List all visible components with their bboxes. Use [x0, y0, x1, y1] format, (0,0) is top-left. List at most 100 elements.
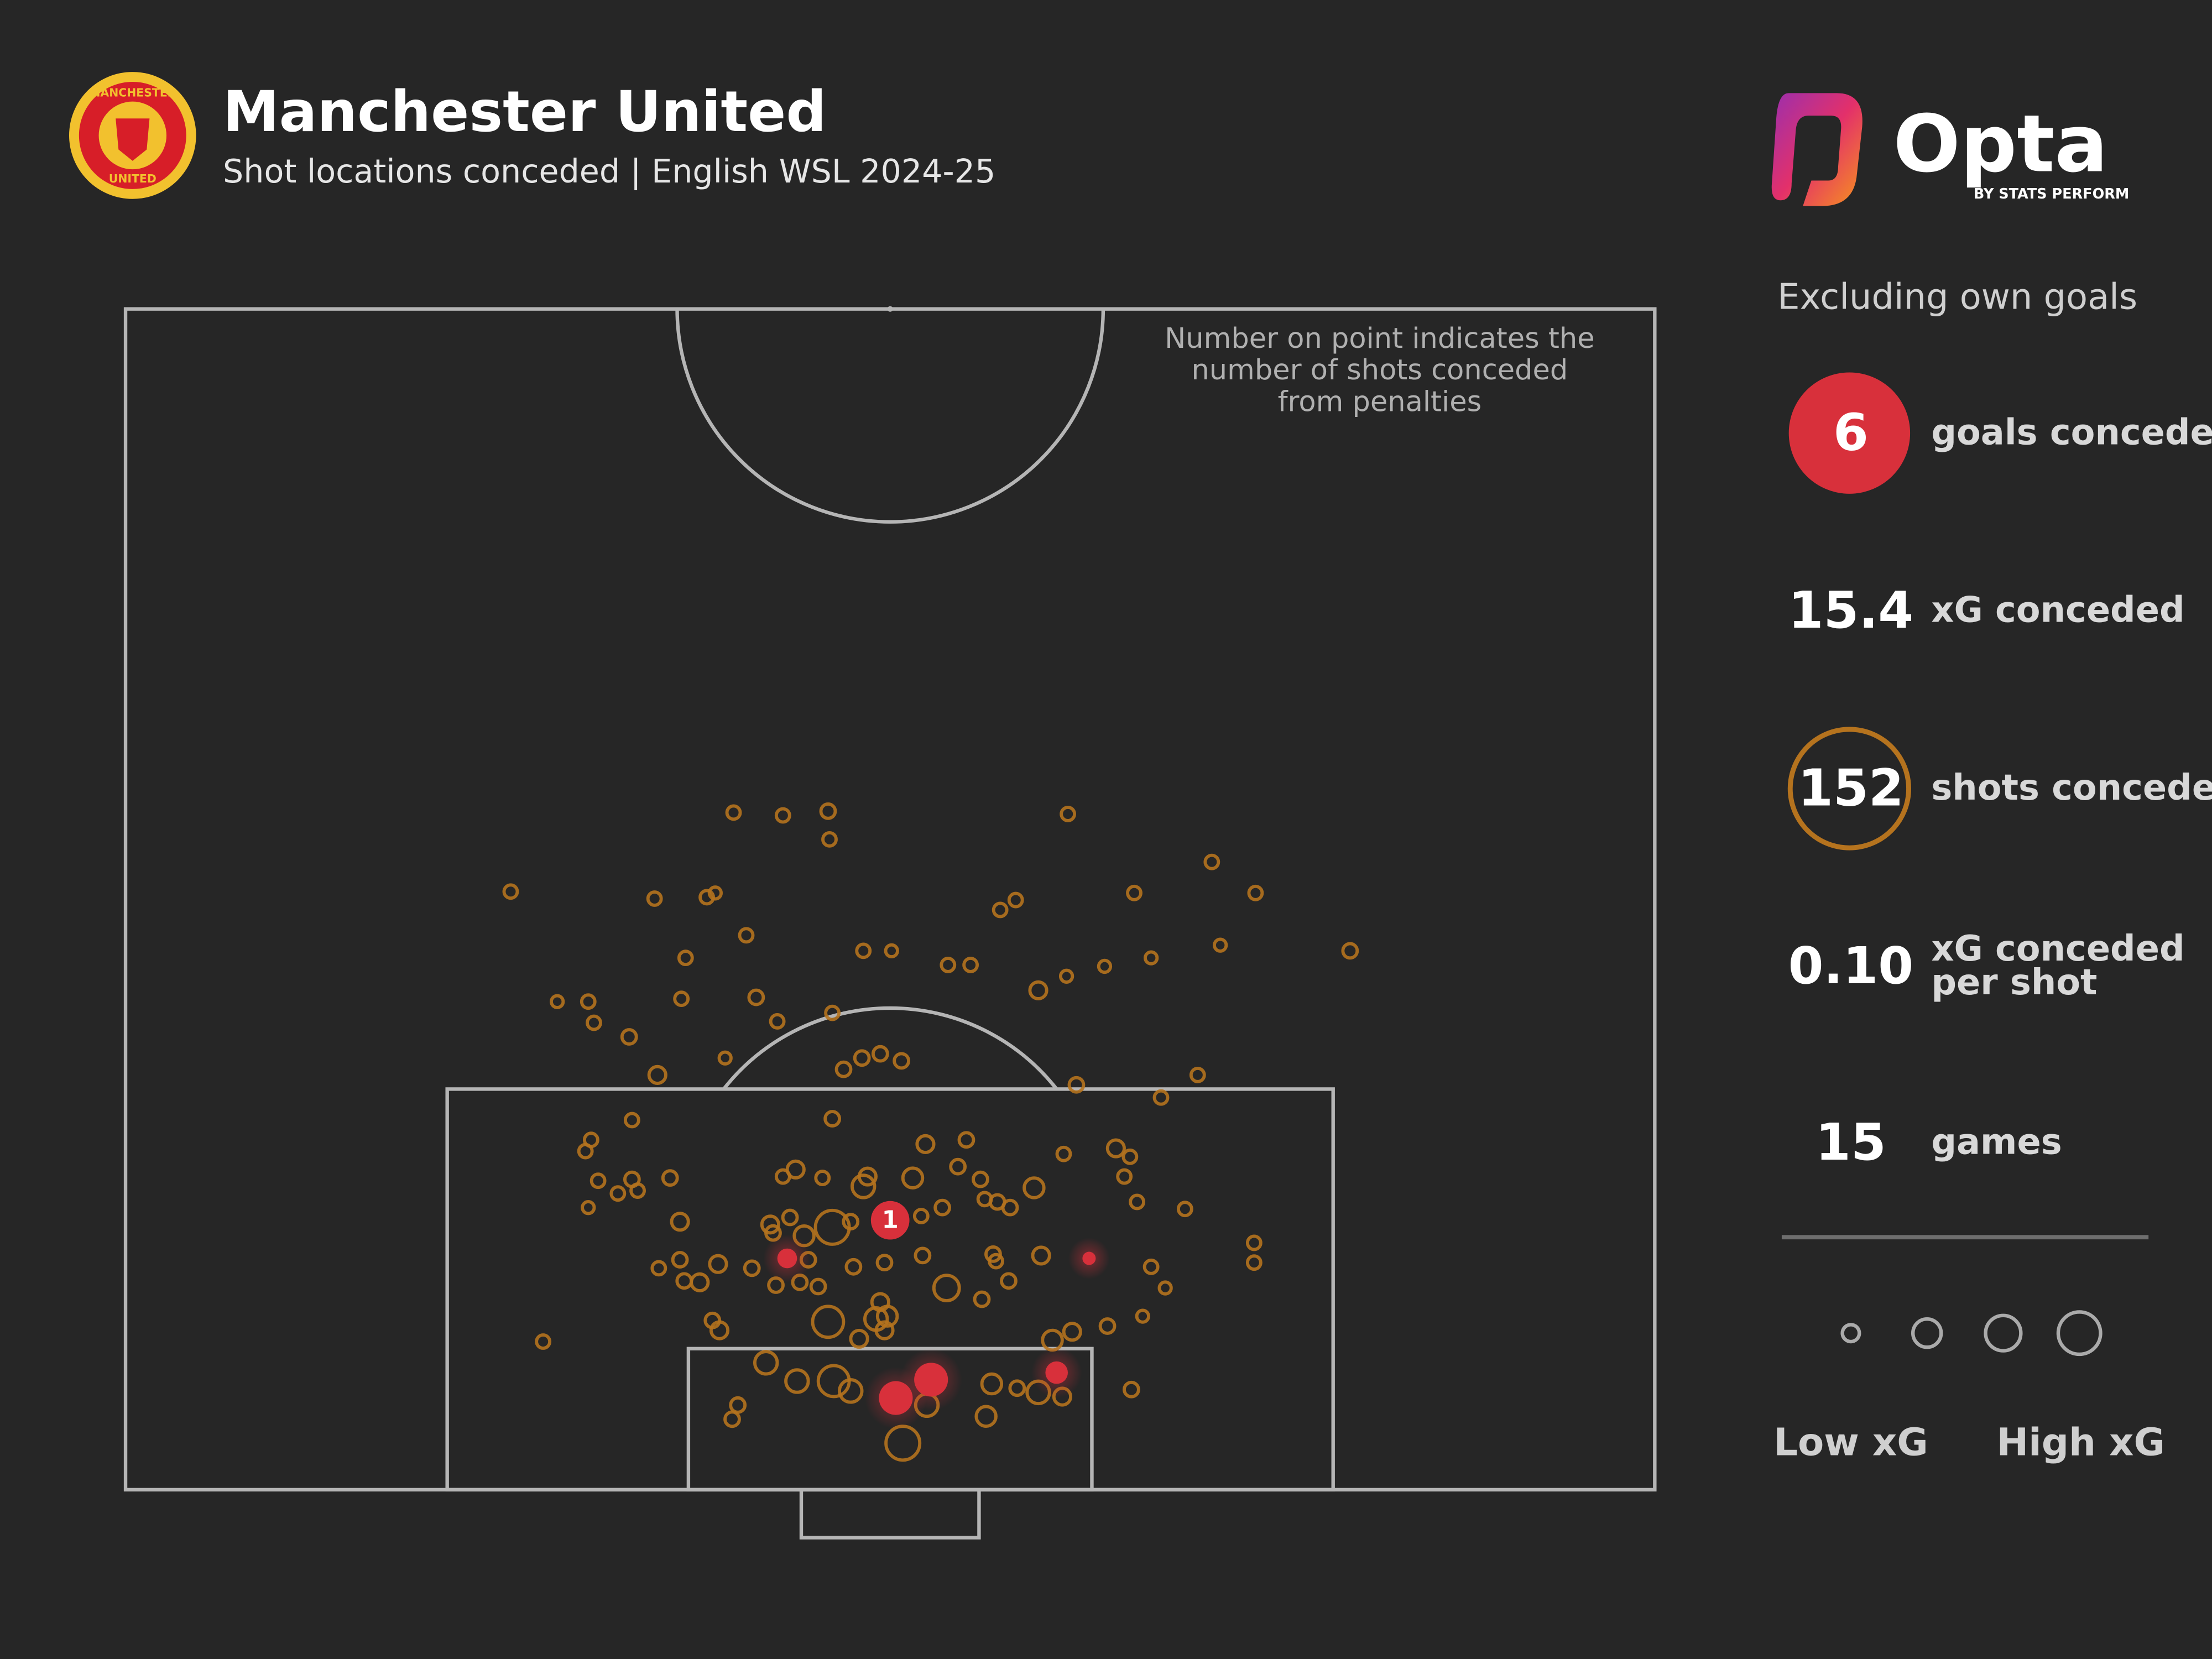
shot [884, 943, 899, 959]
shot [834, 1060, 853, 1078]
shot [577, 1142, 594, 1160]
shot [957, 1131, 975, 1149]
stat-label: goals conceded [1931, 412, 2212, 453]
stat-value: 0.10 [1788, 936, 1914, 995]
shot [851, 1173, 877, 1199]
shot [1097, 958, 1113, 974]
stat-label: xG conceded [1931, 928, 2184, 969]
goal [799, 1488, 981, 1540]
shot [893, 1052, 910, 1070]
shot [962, 956, 979, 973]
shot [1135, 1308, 1150, 1324]
shot [933, 1198, 951, 1217]
shot [781, 1208, 799, 1227]
shot [824, 1004, 841, 1021]
shot [821, 831, 838, 848]
shot [844, 1258, 863, 1276]
annotation-line: from penalties [1278, 386, 1482, 419]
shot [1067, 1076, 1086, 1094]
shot [1098, 1317, 1117, 1335]
stat-value: 6 [1833, 403, 1869, 462]
shot [972, 1170, 989, 1188]
annotation-line: number of shots conceded [1191, 354, 1568, 387]
shot [581, 1200, 596, 1215]
shot [838, 1378, 864, 1404]
shot [932, 1274, 961, 1302]
shot [871, 1045, 889, 1063]
shot [729, 1396, 747, 1414]
shot [661, 1169, 679, 1187]
shot [1060, 806, 1077, 822]
legend-circle [2056, 1310, 2103, 1357]
shot [940, 956, 957, 973]
shots: 1 [502, 802, 1359, 1462]
shot [849, 1328, 869, 1349]
shot [747, 988, 765, 1006]
shot [949, 1157, 967, 1176]
shot [1058, 968, 1074, 984]
shot [809, 1277, 827, 1296]
shot [988, 1253, 1004, 1270]
shot [673, 990, 690, 1008]
shot [1341, 942, 1359, 960]
shot [914, 1246, 932, 1265]
shot [823, 1110, 841, 1128]
crest-devil [116, 118, 150, 161]
shot [853, 1049, 871, 1067]
shot [1126, 884, 1142, 901]
shot [671, 1251, 689, 1269]
stat-label: shots conceded [1931, 768, 2212, 808]
shot [709, 1320, 730, 1340]
shot [912, 1208, 930, 1224]
shot [1152, 1089, 1170, 1106]
shot [901, 1166, 925, 1190]
penalty-goal [870, 1201, 910, 1240]
shot [1001, 1198, 1019, 1217]
stat-label: per shot [1931, 962, 2097, 1003]
shot [650, 1260, 667, 1277]
shot [1055, 1145, 1072, 1162]
shot [980, 1372, 1004, 1396]
annotation-line: Number on point indicates the [1165, 322, 1595, 355]
stat-label: xG conceded [1931, 590, 2184, 631]
shot [1157, 1280, 1173, 1296]
chart-title: Manchester United [223, 79, 826, 145]
shot [760, 1214, 780, 1235]
shot [1212, 937, 1228, 953]
shot [915, 1134, 936, 1154]
goals-badge [1788, 372, 1911, 494]
shot [1007, 891, 1024, 909]
shot [874, 1320, 895, 1340]
shot [870, 1292, 890, 1312]
shot [717, 1050, 733, 1066]
legend-circle [1911, 1317, 1943, 1349]
shot [753, 1350, 779, 1376]
shot [875, 1254, 894, 1272]
crest: MANCHESTER UNITED [69, 72, 196, 199]
goal [1045, 1361, 1068, 1384]
shot [1062, 1322, 1082, 1342]
centre-circle [675, 309, 1105, 524]
legend-high: High xG [1997, 1420, 2165, 1464]
shot [646, 890, 663, 907]
shots-badge [1787, 727, 1911, 851]
shot [502, 883, 519, 900]
shot [738, 927, 755, 944]
shot [1031, 1245, 1051, 1266]
shot [629, 1182, 646, 1199]
note: Excluding own goals [1777, 276, 2137, 317]
shot [769, 1013, 786, 1030]
shot [855, 942, 872, 959]
shot [974, 1405, 998, 1428]
brand-logo: Opta BY STATS PERFORM [1771, 93, 2129, 206]
goal [914, 1363, 948, 1397]
pitch [123, 306, 1657, 1540]
shot [785, 1159, 806, 1180]
shot [1245, 1254, 1262, 1271]
shot [1176, 1201, 1193, 1218]
shot [1129, 1193, 1146, 1211]
shot [1028, 980, 1048, 1000]
